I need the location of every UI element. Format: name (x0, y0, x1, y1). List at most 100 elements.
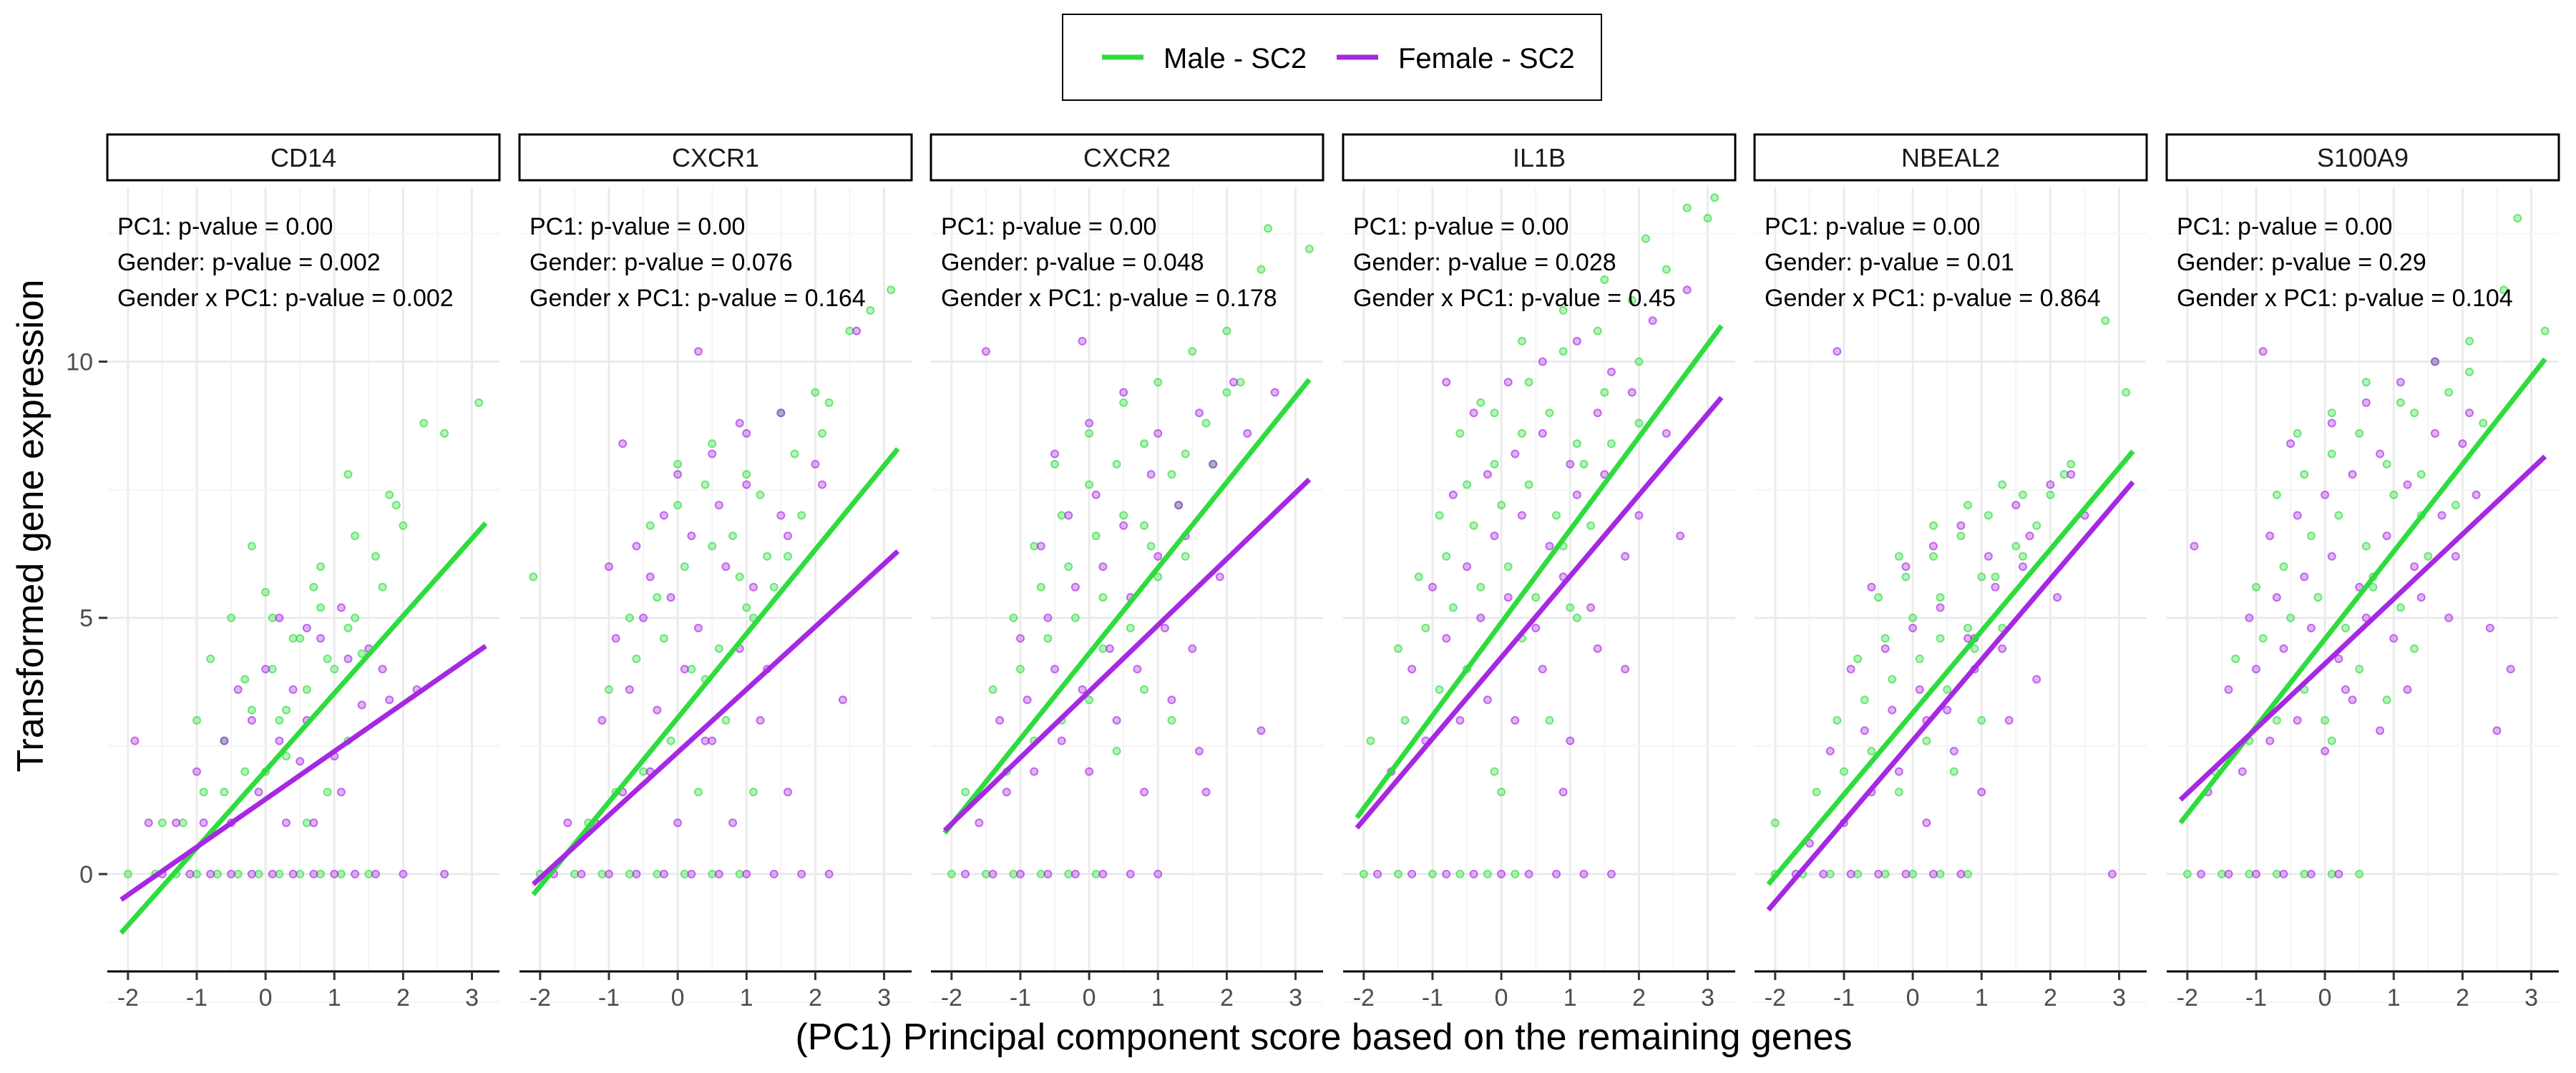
point-male (1043, 634, 1053, 643)
point-female (673, 818, 683, 828)
point-male (625, 869, 634, 878)
point-female (288, 869, 298, 878)
point-male (1098, 644, 1108, 653)
point-female (1119, 521, 1128, 530)
point-male (2396, 398, 2405, 407)
point-male (2258, 634, 2268, 643)
point-male (399, 521, 408, 530)
point-female (1153, 428, 1163, 438)
point-male (1503, 562, 1513, 572)
fit-line-male (1355, 324, 1724, 820)
point-male (1894, 552, 1903, 561)
point-male (302, 685, 311, 695)
point-female (399, 869, 408, 878)
facet-s100a9: S100A9 PC1: p-value = 0.00 Gender: p-value… (2165, 133, 2560, 1011)
x-tick-label: 1 (1975, 984, 1989, 1011)
point-male (673, 501, 683, 510)
point-female (1015, 869, 1025, 878)
point-female (577, 869, 586, 878)
point-female (1867, 582, 1876, 592)
point-male (336, 869, 346, 878)
point-female (1621, 665, 1630, 674)
x-tick-label: 2 (1632, 984, 1646, 1011)
point-male (1490, 459, 1499, 469)
point-female (309, 818, 318, 828)
point-male (1928, 521, 1938, 530)
point-male (1236, 378, 1245, 387)
point-female (336, 603, 346, 612)
point-male (2245, 869, 2254, 878)
point-female (2458, 439, 2467, 449)
point-male (268, 665, 277, 674)
point-female (1676, 531, 1685, 541)
point-female (1442, 869, 1451, 878)
point-male (275, 869, 284, 878)
point-female (1936, 603, 1945, 612)
point-male (981, 869, 990, 878)
point-male (887, 285, 896, 295)
point-female (1057, 736, 1066, 745)
point-female (2300, 572, 2309, 582)
facet-cd14: CD14 PC1: p-value = 0.00 Gender: p-value =… (66, 133, 501, 1011)
point-female (1112, 715, 1121, 725)
point-female (1146, 470, 1156, 479)
point-male (2465, 336, 2474, 346)
point-female (2067, 470, 2076, 479)
point-male (748, 788, 758, 797)
point-female (811, 459, 820, 469)
point-male (1085, 480, 1094, 489)
point-male (2424, 552, 2433, 561)
point-female (1566, 459, 1575, 469)
point-female (2327, 418, 2336, 428)
point-female (144, 818, 153, 828)
facet-strip (1753, 133, 2148, 182)
point-male (2396, 603, 2405, 612)
fit-line-male (2178, 357, 2547, 825)
point-male (1153, 378, 1163, 387)
point-male (1091, 531, 1101, 541)
point-male (2382, 695, 2391, 705)
point-female (261, 665, 270, 674)
y-axis-title: Transformed gene expression (10, 280, 52, 773)
point-female (1538, 428, 1547, 438)
point-male (687, 665, 696, 674)
point-female (2465, 408, 2474, 418)
fit-line-female (942, 477, 1312, 833)
fit-line-male (119, 521, 488, 935)
point-female (838, 695, 847, 705)
point-male (385, 490, 394, 499)
point-female (1483, 695, 1492, 705)
point-male (1146, 542, 1156, 551)
point-female (797, 869, 806, 878)
point-female (625, 685, 634, 695)
point-male (1579, 459, 1589, 469)
point-female (1064, 511, 1073, 520)
point-male (1991, 572, 2000, 582)
point-female (1243, 428, 1252, 438)
point-male (316, 869, 326, 878)
point-male (296, 869, 305, 878)
point-female (1194, 408, 1204, 418)
facet-strip-label: S100A9 (2317, 143, 2409, 172)
point-male (708, 439, 717, 449)
point-male (1009, 869, 1018, 878)
point-male (742, 470, 751, 479)
point-male (343, 624, 353, 633)
point-female (632, 869, 641, 878)
point-female (961, 869, 970, 878)
point-female (1201, 788, 1211, 797)
point-male (1222, 326, 1231, 335)
fit-line-female (1355, 396, 1724, 830)
point-male (783, 552, 792, 561)
point-female (742, 480, 751, 489)
x-tick-label: -2 (1765, 984, 1786, 1011)
point-male (529, 572, 538, 582)
point-female (1070, 582, 1080, 592)
point-female (2265, 531, 2275, 541)
point-female (756, 715, 765, 725)
point-male (1703, 213, 1712, 222)
point-male (1167, 715, 1176, 725)
x-tick-label: -1 (1010, 984, 1031, 1011)
point-male (309, 582, 318, 592)
